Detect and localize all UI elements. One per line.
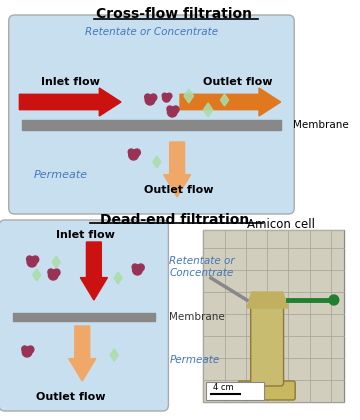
Circle shape — [167, 107, 177, 117]
Circle shape — [32, 256, 39, 263]
Text: Cross-flow filtration: Cross-flow filtration — [96, 7, 252, 21]
FancyBboxPatch shape — [238, 381, 295, 400]
Polygon shape — [110, 349, 118, 361]
Circle shape — [129, 150, 138, 160]
Circle shape — [134, 149, 140, 156]
Text: Outlet flow: Outlet flow — [144, 185, 214, 195]
Circle shape — [329, 295, 339, 305]
Circle shape — [132, 265, 142, 275]
Circle shape — [53, 269, 60, 276]
Text: Inlet flow: Inlet flow — [41, 77, 100, 87]
Polygon shape — [220, 94, 229, 106]
Circle shape — [138, 264, 144, 271]
Circle shape — [145, 95, 155, 105]
Text: Outlet flow: Outlet flow — [203, 77, 273, 87]
Polygon shape — [184, 89, 193, 103]
Polygon shape — [203, 103, 213, 117]
Circle shape — [48, 270, 58, 280]
Polygon shape — [114, 272, 122, 284]
Circle shape — [166, 93, 172, 99]
Circle shape — [162, 93, 167, 98]
Polygon shape — [33, 269, 41, 281]
Polygon shape — [153, 156, 161, 168]
Text: Retentate or
Concentrate: Retentate or Concentrate — [169, 256, 235, 278]
Text: Permeate: Permeate — [34, 170, 88, 180]
Text: Outlet flow: Outlet flow — [36, 392, 105, 402]
Circle shape — [27, 256, 32, 262]
FancyBboxPatch shape — [9, 15, 294, 214]
Polygon shape — [19, 88, 121, 116]
FancyBboxPatch shape — [251, 305, 284, 386]
Polygon shape — [247, 292, 288, 308]
FancyBboxPatch shape — [203, 230, 343, 402]
Text: Inlet flow: Inlet flow — [56, 230, 114, 240]
Polygon shape — [52, 256, 60, 268]
Polygon shape — [69, 326, 96, 381]
Text: Retentate or Concentrate: Retentate or Concentrate — [85, 27, 218, 37]
Circle shape — [132, 264, 138, 270]
Circle shape — [145, 94, 150, 100]
Circle shape — [22, 346, 28, 352]
Circle shape — [167, 106, 173, 112]
FancyBboxPatch shape — [0, 220, 168, 411]
Text: Membrane: Membrane — [169, 312, 225, 322]
Circle shape — [150, 94, 157, 101]
Circle shape — [27, 346, 34, 353]
Polygon shape — [163, 142, 191, 197]
Circle shape — [48, 269, 54, 275]
Text: 4 cm: 4 cm — [213, 383, 234, 393]
Circle shape — [172, 106, 179, 113]
Text: Dead-end filtration: Dead-end filtration — [100, 213, 249, 227]
Text: Amicon cell: Amicon cell — [247, 218, 315, 231]
Circle shape — [27, 257, 37, 267]
Circle shape — [163, 94, 170, 102]
Text: Permeate: Permeate — [169, 355, 220, 365]
Circle shape — [128, 149, 134, 155]
Text: Membrane: Membrane — [293, 120, 349, 130]
Polygon shape — [180, 88, 281, 116]
Circle shape — [22, 347, 32, 357]
FancyBboxPatch shape — [203, 230, 343, 402]
FancyBboxPatch shape — [206, 382, 264, 400]
Polygon shape — [80, 242, 107, 300]
